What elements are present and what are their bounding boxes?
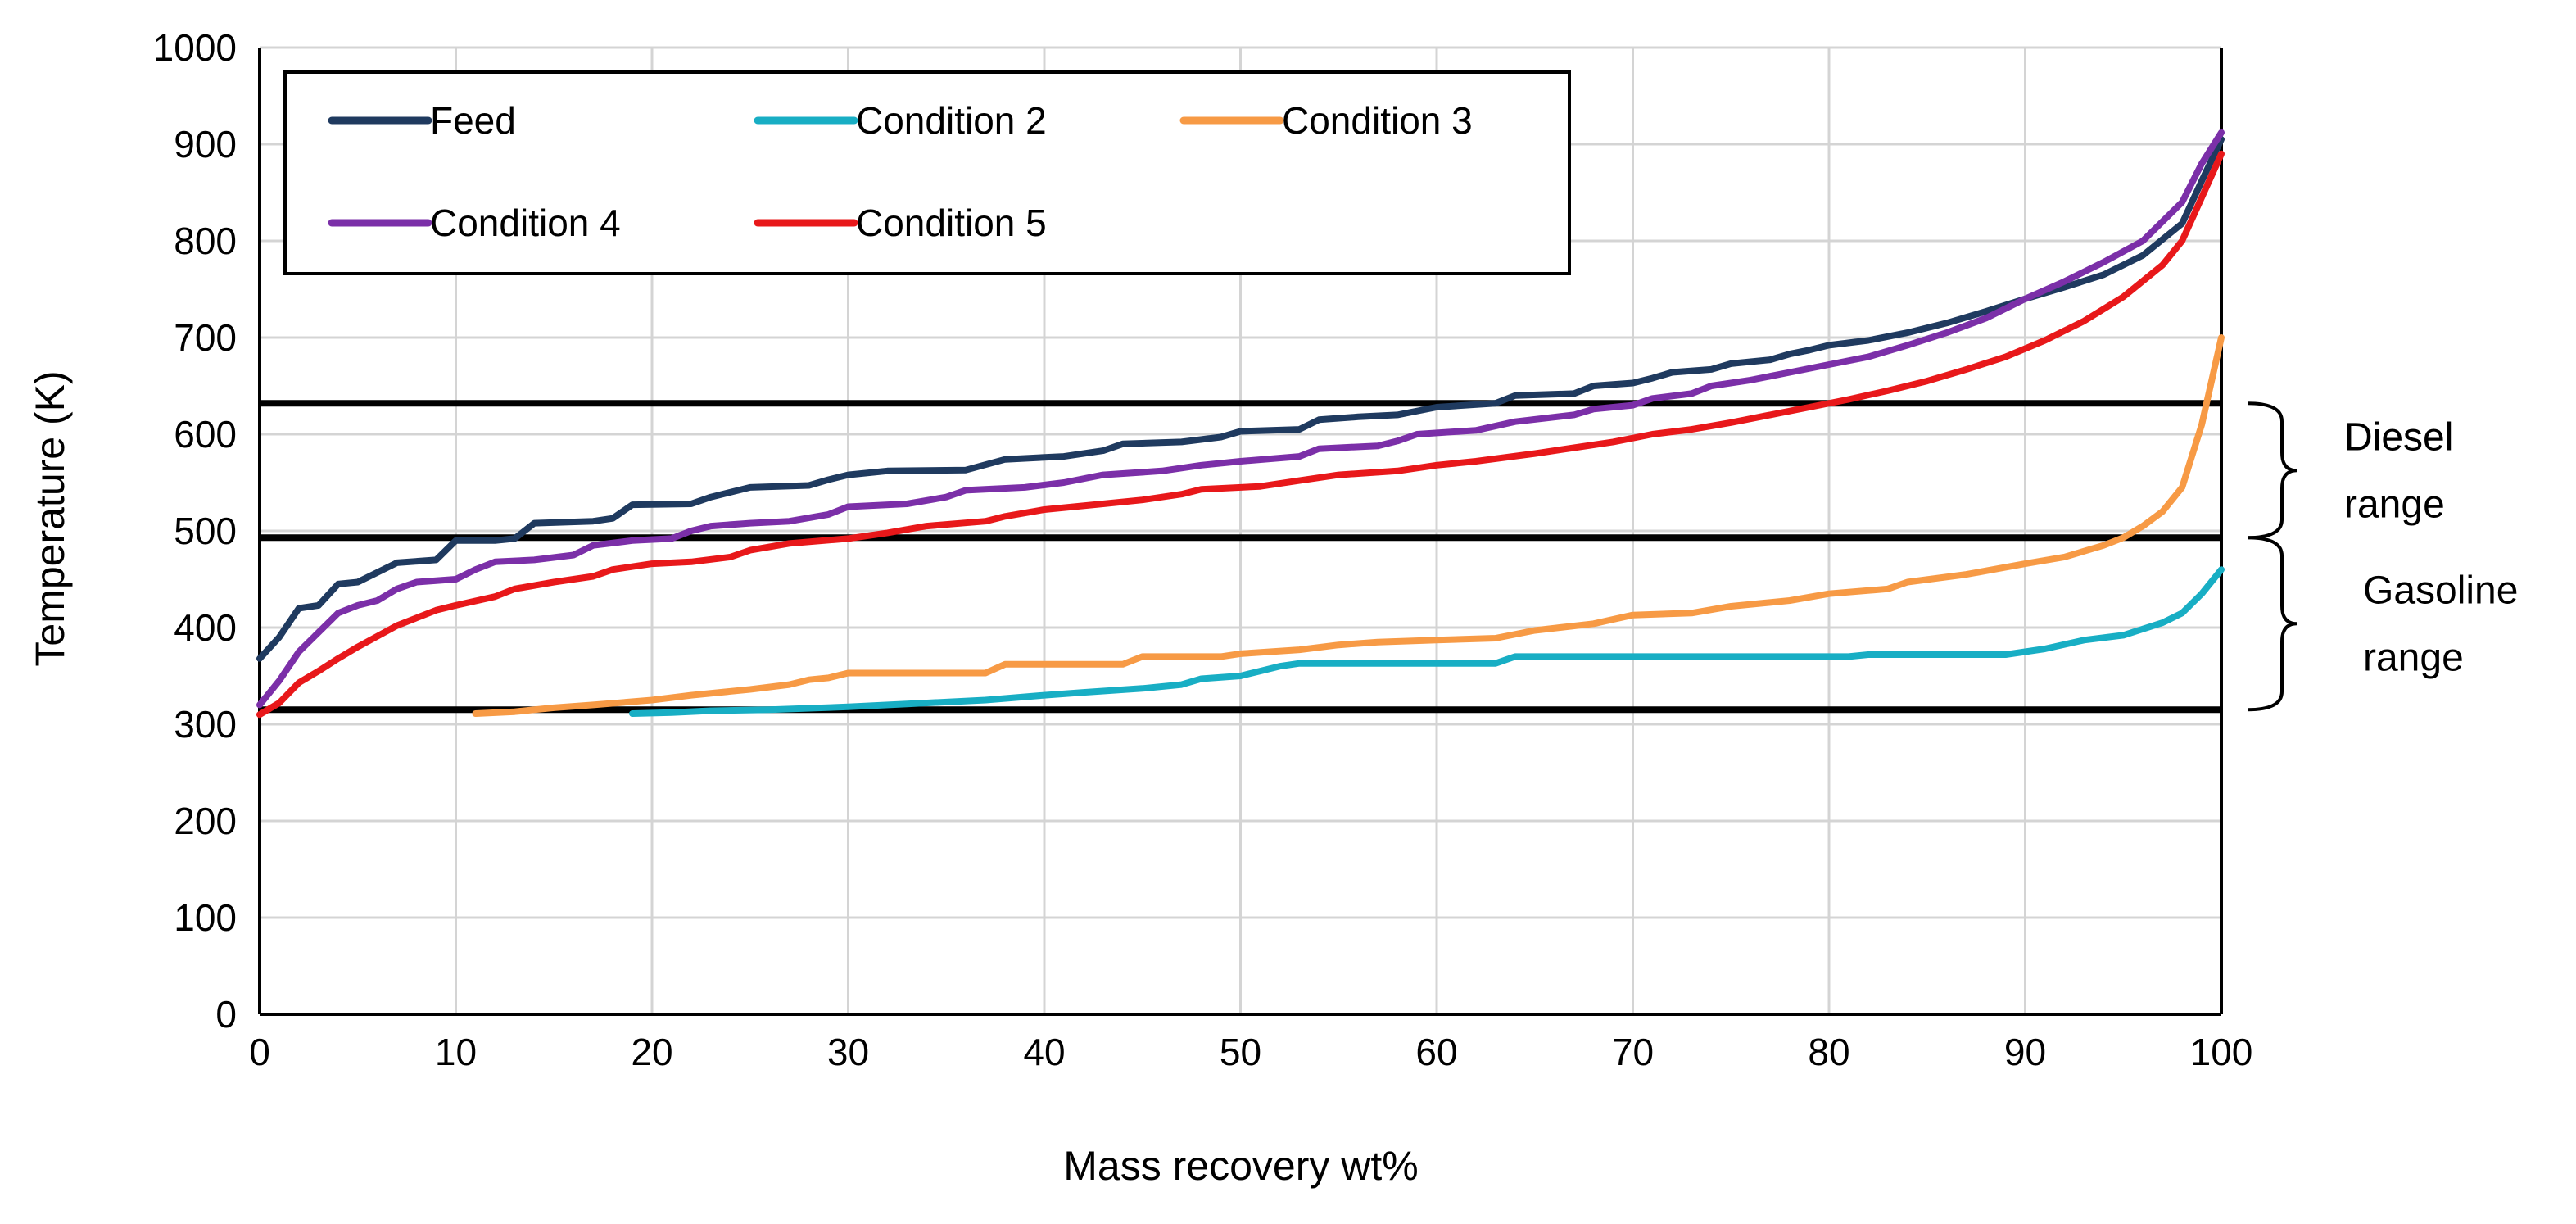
y-tick-label-400: 400 [174,606,237,649]
legend-label-feed: Feed [430,99,516,142]
y-tick-label-800: 800 [174,220,237,262]
axes [258,48,2223,1016]
series-line-condition-4 [256,129,2225,709]
x-tick-label-0: 0 [249,1031,270,1073]
reference-lines [260,400,2221,714]
legend-label-condition-3: Condition 3 [1282,99,1473,142]
y-axis-title: Temperature (K) [27,370,73,666]
y-tick-label-600: 600 [174,413,237,456]
x-tick-label-90: 90 [2004,1031,2046,1073]
range-label-2-line-1: Gasoline [2363,569,2518,612]
range-label-2-line-2: range [2363,636,2464,679]
legend-box [283,70,1571,275]
legend-label-condition-2: Condition 2 [856,99,1047,142]
series-lines [256,129,2225,719]
series-line-condition-3 [472,334,2225,717]
x-tick-label-80: 80 [1808,1031,1849,1073]
x-tick-label-70: 70 [1612,1031,1654,1073]
y-tick-label-500: 500 [174,510,237,552]
x-tick-label-30: 30 [827,1031,869,1073]
range-label-1-line-1: Diesel [2344,415,2453,459]
series-line-condition-2 [629,566,2225,717]
range-label-1-line-2: range [2344,483,2445,526]
x-tick-label-20: 20 [631,1031,672,1073]
x-tick-label-40: 40 [1023,1031,1065,1073]
y-tick-label-200: 200 [174,800,237,842]
x-tick-label-60: 60 [1415,1031,1457,1073]
y-tick-label-0: 0 [215,993,237,1036]
legend: Feed Condition 2 Condition 3 Condition 4 Con… [283,70,1571,275]
tick-labels: 0 10 20 30 40 50 60 70 80 90 100010020030040050060… [153,26,2253,1073]
x-axis-title: Mass recovery wt% [1063,1143,1418,1189]
series-line-condition-5 [256,150,2225,719]
y-tick-label-100: 100 [174,896,237,939]
x-tick-label-50: 50 [1220,1031,1261,1073]
series-line-feed [256,136,2225,662]
range-brace-2 [2247,536,2298,712]
y-tick-label-1000: 1000 [153,26,237,69]
y-tick-label-300: 300 [174,703,237,746]
legend-label-condition-5: Condition 5 [856,202,1047,244]
x-tick-label-100: 100 [2190,1031,2253,1073]
x-tick-label-10: 10 [435,1031,477,1073]
y-tick-label-900: 900 [174,123,237,165]
legend-label-condition-4: Condition 4 [430,202,621,244]
y-tick-label-700: 700 [174,316,237,359]
range-brace-1 [2247,401,2298,540]
range-annotations: Diesel range Gasoline range [2247,401,2518,712]
